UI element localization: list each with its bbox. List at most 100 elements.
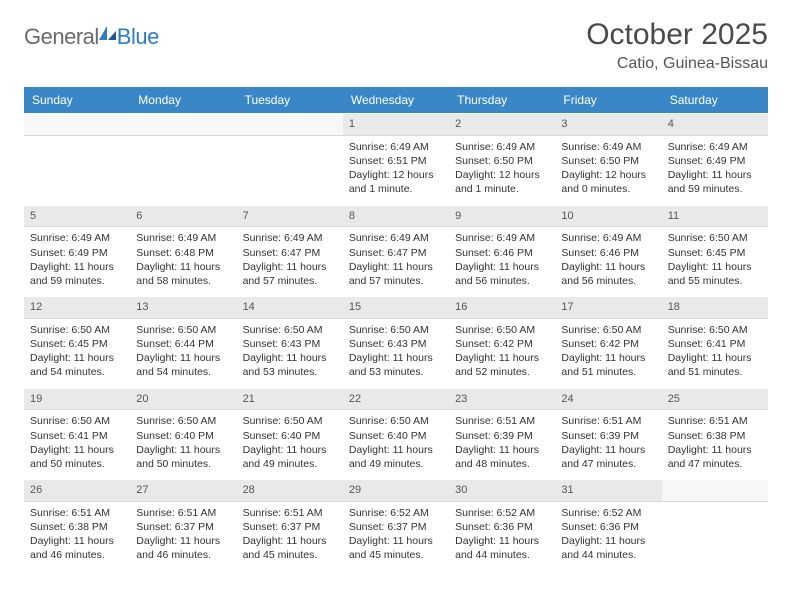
day-number: 3 [555,114,661,136]
sunset-text: Sunset: 6:45 PM [30,337,124,351]
day-cell: 2Sunrise: 6:49 AMSunset: 6:50 PMDaylight… [449,114,555,205]
day-number: 11 [662,206,768,228]
sunrise-text: Sunrise: 6:52 AM [349,506,443,520]
logo-text-general: General [24,24,99,50]
day-body [24,136,130,194]
daylight-text: Daylight: 11 hours and 44 minutes. [561,534,655,562]
day-number: 2 [449,114,555,136]
day-body: Sunrise: 6:50 AMSunset: 6:41 PMDaylight:… [24,410,130,479]
sunrise-text: Sunrise: 6:50 AM [668,323,762,337]
weekday-header-row: Sunday Monday Tuesday Wednesday Thursday… [24,87,768,113]
day-body: Sunrise: 6:50 AMSunset: 6:43 PMDaylight:… [343,319,449,388]
sunset-text: Sunset: 6:50 PM [455,154,549,168]
day-cell: 17Sunrise: 6:50 AMSunset: 6:42 PMDayligh… [555,297,661,388]
day-body: Sunrise: 6:51 AMSunset: 6:37 PMDaylight:… [130,502,236,571]
sunrise-text: Sunrise: 6:52 AM [561,506,655,520]
day-cell: 18Sunrise: 6:50 AMSunset: 6:41 PMDayligh… [662,297,768,388]
sunrise-text: Sunrise: 6:50 AM [30,414,124,428]
day-body: Sunrise: 6:51 AMSunset: 6:37 PMDaylight:… [237,502,343,571]
sunrise-text: Sunrise: 6:49 AM [349,231,443,245]
logo-text-blue: Blue [117,24,159,50]
daylight-text: Daylight: 11 hours and 53 minutes. [243,351,337,379]
weekday-label: Thursday [449,87,555,113]
day-number: 14 [237,297,343,319]
sunrise-text: Sunrise: 6:49 AM [30,231,124,245]
week-row: 12Sunrise: 6:50 AMSunset: 6:45 PMDayligh… [24,296,768,388]
sunset-text: Sunset: 6:49 PM [668,154,762,168]
day-cell: 5 Sunrise: 6:49 AMSunset: 6:49 PMDaylight… [24,206,130,297]
sunset-text: Sunset: 6:42 PM [561,337,655,351]
day-body: Sunrise: 6:49 AMSunset: 6:50 PMDaylight:… [555,136,661,205]
day-number: 6 [130,206,236,228]
day-number: 20 [130,389,236,411]
day-cell: 1Sunrise: 6:49 AMSunset: 6:51 PMDaylight… [343,114,449,205]
day-number: 27 [130,480,236,502]
day-number: 7 [237,206,343,228]
day-number: 29 [343,480,449,502]
sunset-text: Sunset: 6:43 PM [243,337,337,351]
day-body: Sunrise: 6:51 AMSunset: 6:38 PMDaylight:… [24,502,130,571]
sunrise-text: Sunrise: 6:50 AM [30,323,124,337]
day-number: 8 [343,206,449,228]
sunrise-text: Sunrise: 6:49 AM [455,231,549,245]
weekday-label: Saturday [662,87,768,113]
sunset-text: Sunset: 6:46 PM [455,246,549,260]
month-title: October 2025 [586,18,768,51]
daylight-text: Daylight: 12 hours and 1 minute. [455,168,549,196]
day-cell: 6Sunrise: 6:49 AMSunset: 6:48 PMDaylight… [130,206,236,297]
sunrise-text: Sunrise: 6:50 AM [136,323,230,337]
day-number: 4 [662,114,768,136]
day-cell: 27Sunrise: 6:51 AMSunset: 6:37 PMDayligh… [130,480,236,571]
day-cell: 12Sunrise: 6:50 AMSunset: 6:45 PMDayligh… [24,297,130,388]
day-number: 30 [449,480,555,502]
sunset-text: Sunset: 6:51 PM [349,154,443,168]
sunrise-text: Sunrise: 6:50 AM [136,414,230,428]
day-number [24,114,130,136]
daylight-text: Daylight: 11 hours and 45 minutes. [349,534,443,562]
day-cell: 26Sunrise: 6:51 AMSunset: 6:38 PMDayligh… [24,480,130,571]
sunrise-text: Sunrise: 6:49 AM [668,140,762,154]
daylight-text: Daylight: 11 hours and 49 minutes. [243,443,337,471]
day-cell: 31Sunrise: 6:52 AMSunset: 6:36 PMDayligh… [555,480,661,571]
daylight-text: Daylight: 11 hours and 56 minutes. [561,260,655,288]
weekday-label: Monday [130,87,236,113]
day-cell: 9Sunrise: 6:49 AMSunset: 6:46 PMDaylight… [449,206,555,297]
day-body: Sunrise: 6:50 AMSunset: 6:41 PMDaylight:… [662,319,768,388]
daylight-text: Daylight: 11 hours and 52 minutes. [455,351,549,379]
page-root: General Blue October 2025 Catio, Guinea-… [0,0,792,589]
sunset-text: Sunset: 6:46 PM [561,246,655,260]
day-body: Sunrise: 6:49 AMSunset: 6:46 PMDaylight:… [449,227,555,296]
day-body [662,502,768,560]
daylight-text: Daylight: 11 hours and 44 minutes. [455,534,549,562]
sunset-text: Sunset: 6:38 PM [668,429,762,443]
day-body: Sunrise: 6:49 AMSunset: 6:46 PMDaylight:… [555,227,661,296]
day-number: 16 [449,297,555,319]
weekday-label: Friday [555,87,661,113]
daylight-text: Daylight: 11 hours and 47 minutes. [668,443,762,471]
day-cell: 11Sunrise: 6:50 AMSunset: 6:45 PMDayligh… [662,206,768,297]
sunset-text: Sunset: 6:41 PM [30,429,124,443]
daylight-text: Daylight: 11 hours and 50 minutes. [30,443,124,471]
sunrise-text: Sunrise: 6:50 AM [243,323,337,337]
day-body: Sunrise: 6:49 AMSunset: 6:47 PMDaylight:… [343,227,449,296]
sunset-text: Sunset: 6:47 PM [243,246,337,260]
day-number: 15 [343,297,449,319]
sunset-text: Sunset: 6:50 PM [561,154,655,168]
daylight-text: Daylight: 11 hours and 59 minutes. [30,260,124,288]
day-number: 18 [662,297,768,319]
day-cell: 20Sunrise: 6:50 AMSunset: 6:40 PMDayligh… [130,389,236,480]
day-number: 5 [24,206,130,228]
day-cell: 23Sunrise: 6:51 AMSunset: 6:39 PMDayligh… [449,389,555,480]
day-body: Sunrise: 6:50 AMSunset: 6:42 PMDaylight:… [449,319,555,388]
sunset-text: Sunset: 6:49 PM [30,246,124,260]
daylight-text: Daylight: 11 hours and 57 minutes. [349,260,443,288]
day-body: Sunrise: 6:50 AMSunset: 6:45 PMDaylight:… [24,319,130,388]
day-body: Sunrise: 6:49 AMSunset: 6:49 PMDaylight:… [662,136,768,205]
sunset-text: Sunset: 6:48 PM [136,246,230,260]
day-cell: 30Sunrise: 6:52 AMSunset: 6:36 PMDayligh… [449,480,555,571]
title-block: October 2025 Catio, Guinea-Bissau [586,18,768,73]
day-cell: 3Sunrise: 6:49 AMSunset: 6:50 PMDaylight… [555,114,661,205]
sunrise-text: Sunrise: 6:49 AM [349,140,443,154]
day-cell: 28Sunrise: 6:51 AMSunset: 6:37 PMDayligh… [237,480,343,571]
weekday-label: Wednesday [343,87,449,113]
